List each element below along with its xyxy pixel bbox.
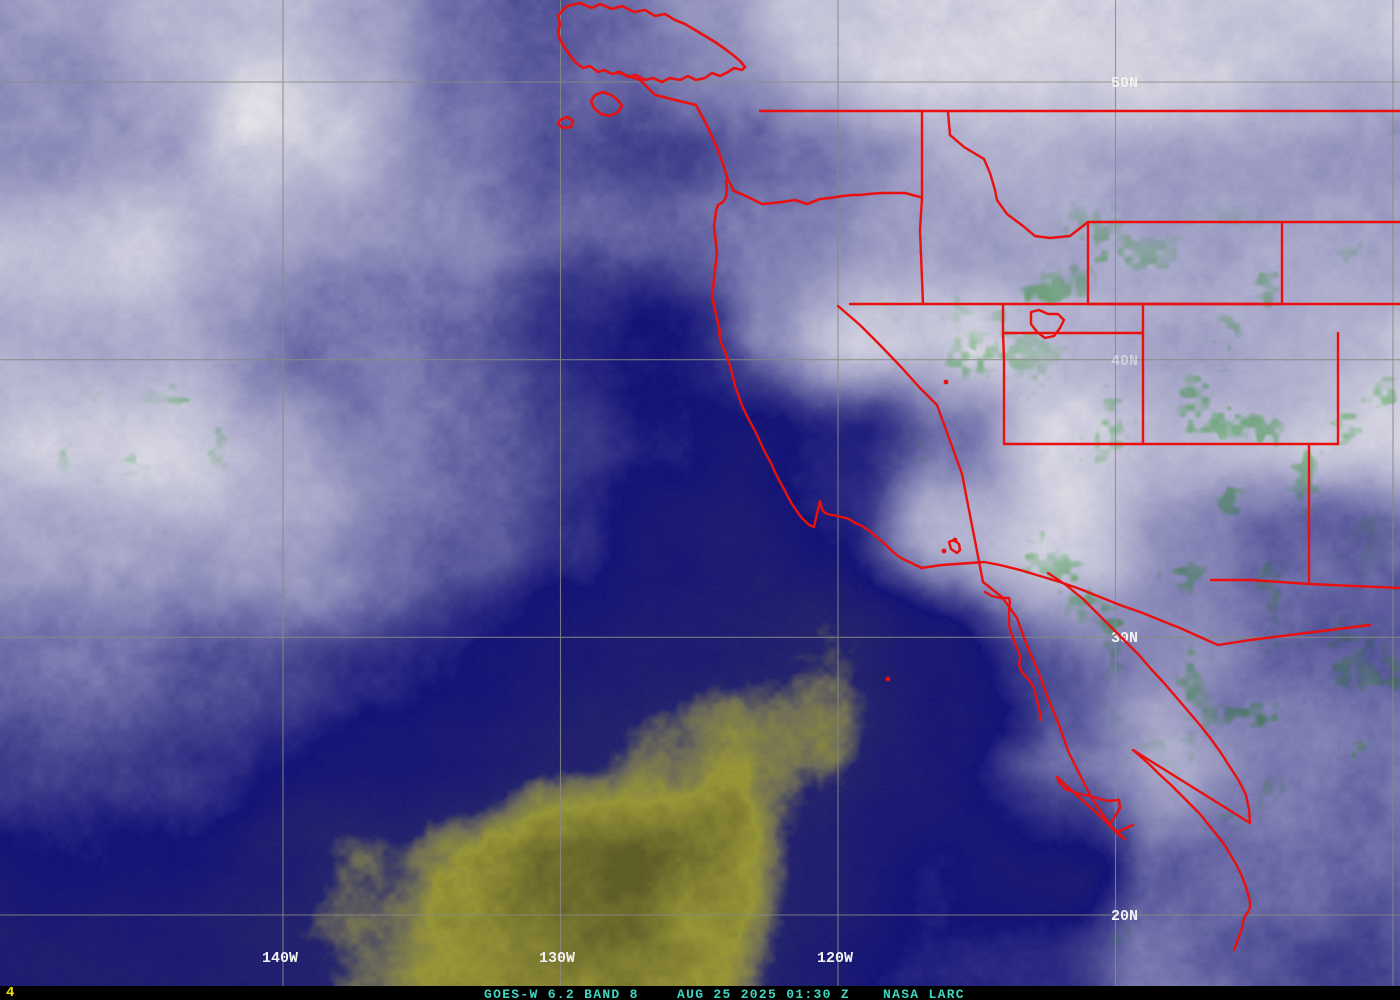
svg-text:120W: 120W: [817, 950, 853, 967]
svg-text:20N: 20N: [1111, 908, 1138, 925]
svg-text:40N: 40N: [1111, 353, 1138, 370]
svg-text:130W: 130W: [539, 950, 575, 967]
svg-text:140W: 140W: [262, 950, 298, 967]
svg-text:50N: 50N: [1111, 75, 1138, 92]
